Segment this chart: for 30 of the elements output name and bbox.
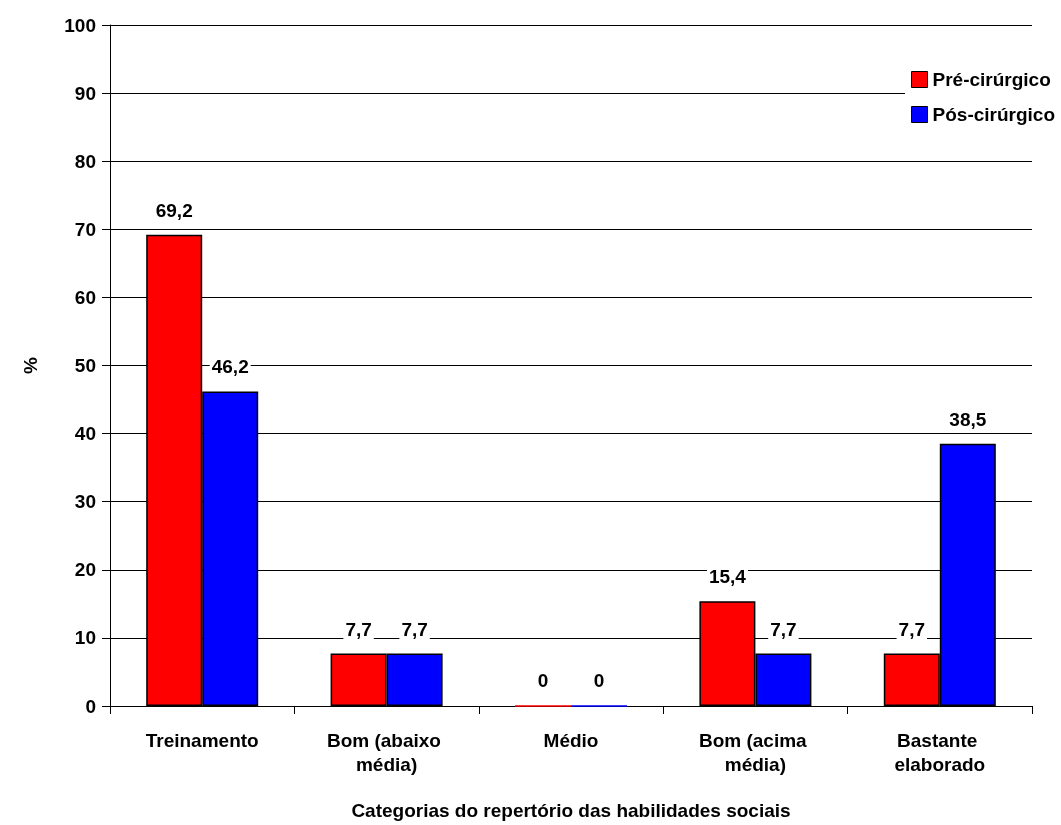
y-tick-label: 60 bbox=[74, 286, 96, 308]
y-tick-label: 80 bbox=[74, 150, 96, 172]
x-tick-label: Bom (acima média) bbox=[698, 729, 812, 775]
data-label: 7,7 bbox=[345, 618, 372, 640]
y-tick-label: 90 bbox=[74, 82, 96, 104]
data-label: 46,2 bbox=[211, 356, 249, 378]
x-tick-label: Treinamento bbox=[145, 729, 259, 751]
y-tick-label: 10 bbox=[74, 627, 96, 649]
data-label: 15,4 bbox=[708, 566, 747, 588]
data-label: 69,2 bbox=[155, 199, 193, 221]
data-label: 38,5 bbox=[949, 408, 987, 430]
y-tick-label: 40 bbox=[74, 423, 96, 445]
y-axis-title: % bbox=[20, 356, 41, 374]
x-axis-title: Categorias do repertório das habilidades sociais bbox=[351, 800, 791, 821]
y-tick-label: 20 bbox=[74, 559, 96, 581]
x-tick-label: Bastante elaborado bbox=[894, 729, 986, 775]
data-label: 7,7 bbox=[898, 618, 926, 640]
data-label: 0 bbox=[537, 670, 549, 692]
y-tick-label: 0 bbox=[85, 695, 96, 717]
y-tick-label: 100 bbox=[64, 14, 96, 36]
data-label: 0 bbox=[593, 670, 605, 692]
legend-label: Pré-cirúrgico bbox=[932, 69, 1051, 90]
data-label: 7,7 bbox=[401, 618, 428, 640]
y-tick-label: 70 bbox=[74, 218, 96, 240]
x-tick-label: Médio bbox=[543, 729, 599, 751]
legend-label: Pós-cirúrgico bbox=[932, 104, 1056, 125]
y-tick-label: 30 bbox=[74, 491, 96, 513]
data-label: 7,7 bbox=[770, 618, 797, 640]
y-tick-label: 50 bbox=[74, 355, 96, 376]
x-tick-label: Bom (abaixo média) bbox=[326, 729, 447, 775]
